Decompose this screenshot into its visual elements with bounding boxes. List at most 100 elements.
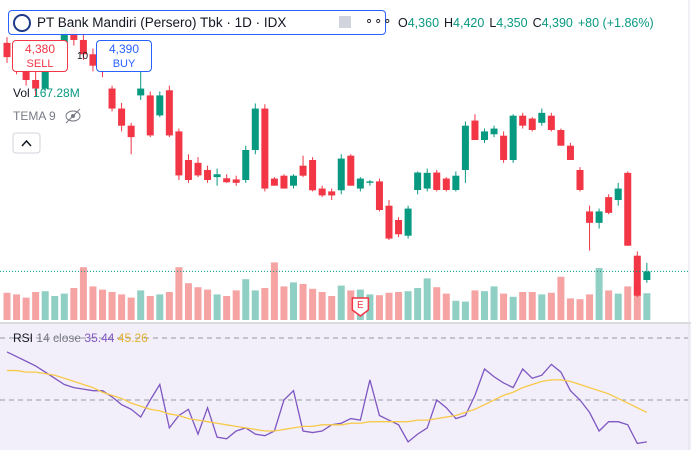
volume-bar <box>624 286 632 320</box>
candle-body <box>414 172 422 190</box>
volume-bar <box>22 297 30 320</box>
volume-bar <box>528 292 536 320</box>
candle-body <box>576 169 584 190</box>
rsi-line <box>6 351 647 445</box>
candle-body <box>519 115 527 126</box>
volume-value: 167.28M <box>33 86 80 100</box>
volume-bar <box>461 301 469 320</box>
earnings-label: E <box>357 300 364 311</box>
candle-body <box>461 125 469 170</box>
candle-body <box>79 39 87 55</box>
volume-bar <box>375 295 383 320</box>
volume-bar <box>165 292 173 320</box>
volume-bar <box>576 299 584 320</box>
candle-body <box>375 181 383 210</box>
candle-body <box>586 211 594 223</box>
hide-icon[interactable] <box>65 108 81 124</box>
symbol-title: PT Bank Mandiri (Persero) Tbk · 1D · IDX <box>37 15 287 30</box>
volume-bar <box>299 284 307 320</box>
volume-bar <box>242 279 250 320</box>
volume-bar <box>194 287 202 320</box>
volume-bar <box>232 290 240 320</box>
candle-body <box>280 175 288 189</box>
candle-body <box>538 112 546 123</box>
candle-body <box>347 155 355 186</box>
volume-bar <box>586 294 594 320</box>
candle-body <box>490 128 498 135</box>
candle-body <box>41 68 49 89</box>
candle-body <box>194 162 202 176</box>
candle-body <box>108 88 116 109</box>
ohlc-key: L <box>489 16 497 30</box>
candle-body <box>557 129 565 146</box>
buy-price: 4,390 <box>108 42 140 56</box>
volume-bar <box>32 292 40 320</box>
ohlc-value: 4,390 <box>541 16 573 30</box>
volume-bar <box>433 287 441 320</box>
candle-body <box>270 178 278 186</box>
volume-bar <box>79 267 87 320</box>
ohlc-value: 4,420 <box>453 16 485 30</box>
flag-icon[interactable] <box>339 16 351 28</box>
volume-bar <box>146 296 154 320</box>
ohlc-value: 4,360 <box>407 16 440 30</box>
volume-bar <box>213 294 221 320</box>
volume-bar <box>70 288 78 320</box>
candle-body <box>442 178 450 190</box>
candle-body <box>89 54 97 66</box>
volume-bar <box>328 296 336 320</box>
earnings-marker <box>351 297 370 317</box>
candle-body <box>232 179 240 183</box>
volume-bar <box>175 267 183 320</box>
volume-legend: Vol 167.28M <box>13 86 80 100</box>
candle-body <box>385 205 393 239</box>
volume-bar <box>280 286 288 320</box>
candle-body <box>366 181 374 183</box>
candle-body <box>500 135 508 160</box>
ohlc-key: O <box>398 16 408 30</box>
volume-bar <box>643 293 651 320</box>
volume-bar <box>318 292 326 320</box>
more-icon[interactable]: ∘∘∘ <box>365 13 393 28</box>
sell-price: 4,380 <box>24 42 56 56</box>
candle-body <box>481 131 488 140</box>
volume-bar <box>547 292 555 320</box>
candle-body <box>175 131 183 176</box>
candle-body <box>3 42 11 58</box>
volume-bar <box>395 292 403 320</box>
candle-body <box>242 149 250 180</box>
volume-bar <box>309 288 317 320</box>
candle-body <box>595 211 603 223</box>
volume-bar <box>557 276 565 320</box>
volume-name: Vol <box>13 86 30 100</box>
volume-bar <box>127 297 135 320</box>
candle-body <box>528 118 536 130</box>
candle-body <box>60 28 68 46</box>
candle-body <box>223 178 231 183</box>
candle-body <box>452 175 460 190</box>
buy-button[interactable]: 4,390 BUY <box>96 40 152 72</box>
volume-bar <box>481 291 488 320</box>
candle-body <box>290 175 297 186</box>
ohlc-value: 4,350 <box>496 16 528 30</box>
candle-body <box>566 145 574 160</box>
volume-bar <box>566 298 574 320</box>
symbol-logo <box>13 13 31 32</box>
candle-body <box>547 115 555 130</box>
symbol-box[interactable]: PT Bank Mandiri (Persero) Tbk · 1D · IDX… <box>8 10 391 35</box>
volume-bar <box>538 294 546 320</box>
candle-body <box>204 169 212 180</box>
candle-body <box>624 172 632 246</box>
candle-body <box>137 88 145 96</box>
rsi-ma-value: 45.26 <box>117 331 148 345</box>
candle-body <box>299 165 307 176</box>
candle-body <box>633 255 641 296</box>
collapse-button[interactable] <box>12 132 41 154</box>
candle-body <box>423 172 431 189</box>
sell-button[interactable]: 4,380 SELL <box>12 40 68 72</box>
volume-bar <box>423 278 431 320</box>
volume-bar <box>633 285 641 320</box>
rsi-pane <box>0 324 691 450</box>
